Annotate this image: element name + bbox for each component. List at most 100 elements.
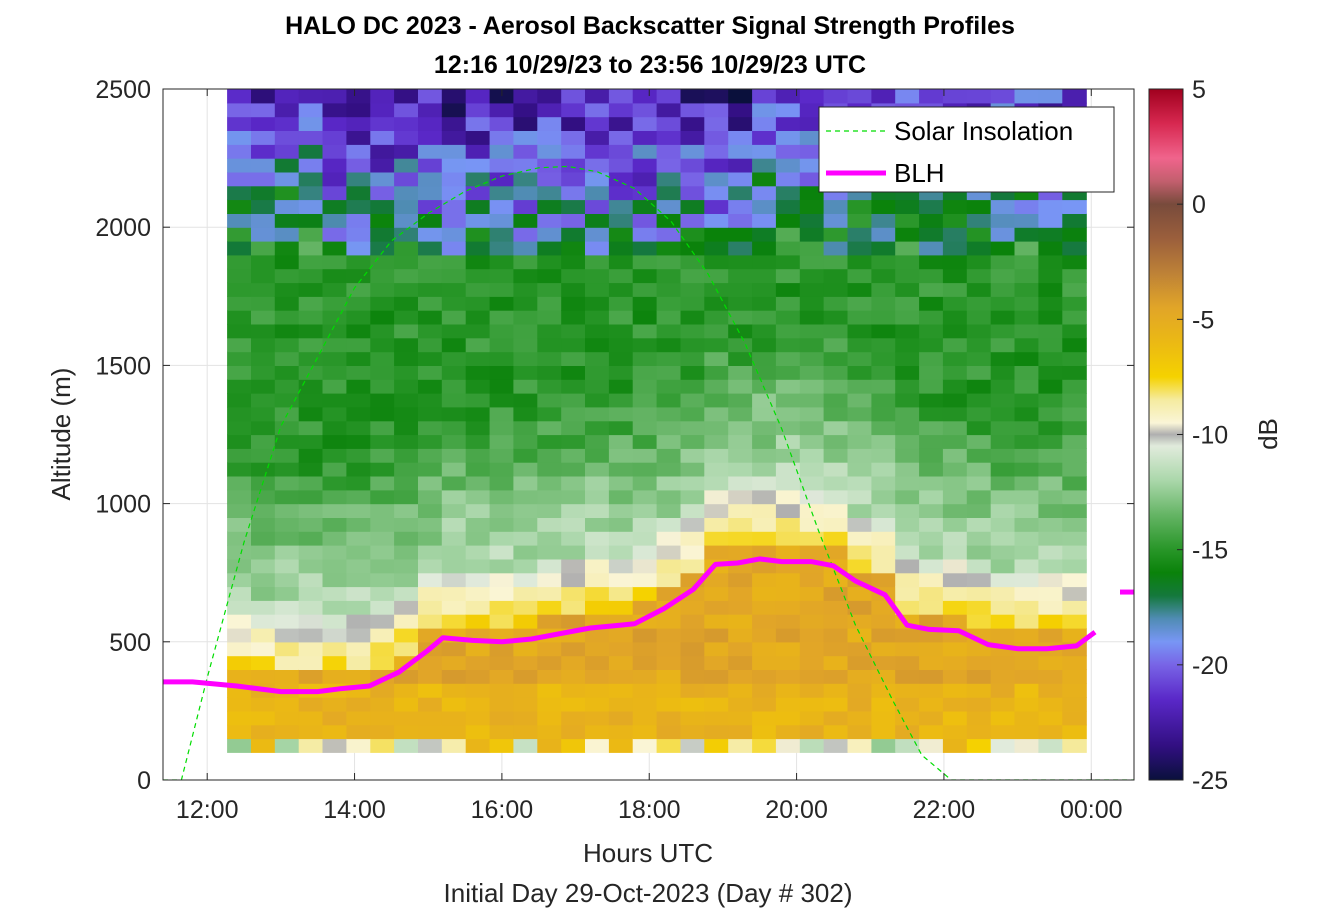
- heatmap-cell: [847, 365, 872, 380]
- heatmap-cell: [680, 462, 705, 477]
- heatmap-cell: [895, 254, 920, 270]
- heatmap-cell: [489, 337, 515, 353]
- heatmap-cell: [537, 268, 562, 284]
- heatmap-cell: [489, 641, 515, 657]
- heatmap-cell: [752, 254, 777, 270]
- heatmap-cell: [489, 545, 515, 560]
- heatmap-cell: [370, 282, 395, 297]
- heatmap-cell: [537, 351, 562, 366]
- heatmap-cell: [680, 379, 705, 394]
- heatmap-cell: [227, 102, 252, 118]
- heatmap-cell: [537, 393, 562, 408]
- heatmap-cell: [680, 351, 705, 366]
- heatmap-cell: [656, 489, 682, 505]
- heatmap-cell: [489, 310, 515, 325]
- heatmap-cell: [752, 517, 777, 532]
- heatmap-cell: [1038, 337, 1063, 353]
- heatmap-cell: [1038, 558, 1063, 574]
- heatmap-cell: [489, 406, 515, 422]
- heatmap-cell: [632, 351, 658, 366]
- heatmap-cell: [370, 89, 395, 104]
- heatmap-cell: [919, 323, 944, 339]
- heatmap-cell: [775, 282, 801, 297]
- heatmap-cell: [680, 323, 705, 339]
- heatmap-cell: [394, 171, 419, 187]
- heatmap-cell: [370, 531, 395, 546]
- heatmap-cell: [775, 489, 801, 505]
- heatmap-cell: [513, 393, 538, 408]
- heatmap-cell: [537, 558, 562, 574]
- heatmap-cell: [990, 296, 1016, 311]
- heatmap-cell: [537, 144, 562, 159]
- heatmap-cell: [728, 628, 753, 643]
- heatmap-cell: [871, 448, 896, 463]
- heatmap-cell: [1038, 434, 1063, 449]
- heatmap-cell: [370, 448, 395, 463]
- heatmap-cell: [418, 116, 443, 131]
- heatmap-cell: [871, 268, 896, 284]
- heatmap-cell: [966, 710, 992, 726]
- heatmap-cell: [585, 199, 610, 214]
- heatmap-cell: [465, 185, 491, 201]
- heatmap-cell: [752, 545, 777, 560]
- heatmap-cell: [656, 241, 682, 256]
- heatmap-cell: [370, 600, 395, 615]
- heatmap-cell: [227, 614, 252, 629]
- heatmap-cell: [322, 558, 347, 574]
- heatmap-cell: [895, 282, 920, 297]
- heatmap-cell: [847, 420, 872, 436]
- heatmap-cell: [251, 669, 276, 684]
- heatmap-cell: [966, 558, 992, 574]
- heatmap-cell: [775, 697, 801, 712]
- heatmap-cell: [1038, 393, 1063, 408]
- heatmap-cell: [298, 130, 324, 145]
- heatmap-cell: [441, 545, 467, 560]
- heatmap-cell: [871, 254, 896, 270]
- heatmap-cell: [418, 102, 443, 118]
- heatmap-cell: [895, 503, 920, 518]
- heatmap-cell: [990, 254, 1016, 270]
- heatmap-cell: [537, 130, 562, 145]
- heatmap-cell: [418, 406, 443, 422]
- heatmap-cell: [632, 724, 658, 740]
- heatmap-cell: [251, 434, 276, 449]
- heatmap-cell: [823, 489, 849, 505]
- heatmap-cell: [847, 296, 872, 311]
- heatmap-cell: [728, 241, 753, 256]
- heatmap-cell: [322, 365, 347, 380]
- heatmap-cell: [561, 185, 586, 201]
- heatmap-cell: [704, 213, 729, 228]
- heatmap-cell: [441, 310, 467, 325]
- heatmap-cell: [942, 545, 968, 560]
- heatmap-cell: [656, 89, 682, 104]
- heatmap-cell: [227, 337, 252, 353]
- heatmap-cell: [298, 462, 324, 477]
- heatmap-cell: [251, 337, 276, 353]
- heatmap-cell: [1014, 323, 1039, 339]
- heatmap-cell: [942, 337, 968, 353]
- heatmap-cell: [728, 489, 753, 505]
- colorbar-tick-label: -15: [1192, 537, 1228, 565]
- heatmap-cell: [322, 697, 347, 712]
- heatmap-cell: [537, 116, 562, 131]
- heatmap-cell: [775, 227, 801, 242]
- heatmap-cell: [990, 628, 1016, 643]
- heatmap-cell: [608, 517, 634, 532]
- heatmap-cell: [799, 199, 825, 214]
- heatmap-cell: [346, 199, 371, 214]
- heatmap-cell: [465, 130, 491, 145]
- heatmap-cell: [823, 531, 849, 546]
- heatmap-cell: [799, 710, 825, 726]
- heatmap-cell: [513, 683, 538, 698]
- colorbar: 50-5-10-15-20-25 dB: [1148, 76, 1283, 795]
- heatmap-cell: [585, 406, 610, 422]
- heatmap-cell: [274, 241, 300, 256]
- heatmap-cell: [799, 351, 825, 366]
- heatmap-cell: [322, 628, 347, 643]
- heatmap-cell: [274, 558, 300, 574]
- heatmap-cell: [728, 724, 753, 740]
- heatmap-cell: [370, 199, 395, 214]
- heatmap-cell: [346, 310, 371, 325]
- heatmap-cell: [489, 462, 515, 477]
- heatmap-cell: [251, 545, 276, 560]
